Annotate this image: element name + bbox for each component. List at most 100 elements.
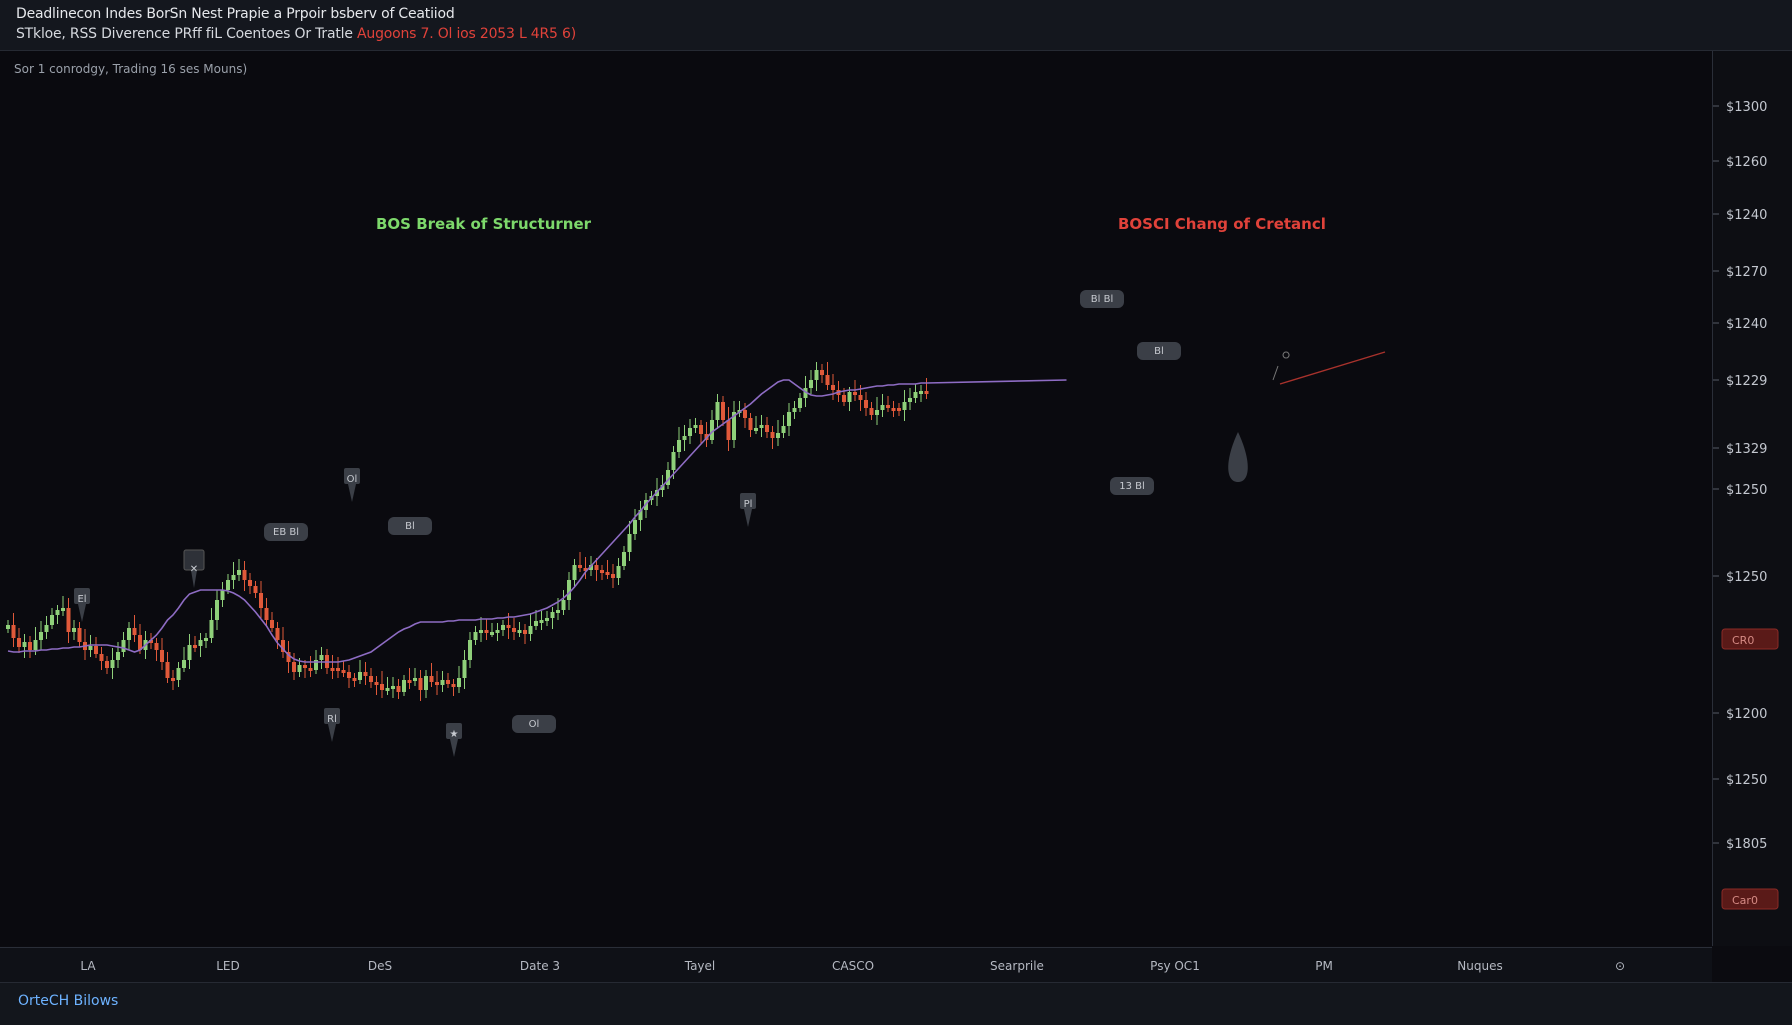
chart-marker-pin: ★ (446, 723, 462, 757)
candle-body (468, 640, 472, 660)
candle-body (726, 420, 731, 440)
choch-annotation: BOSCI Chang of Cretancl (1118, 215, 1326, 233)
price-axis-label: $1240 (1726, 317, 1767, 332)
candle-body (380, 684, 384, 690)
candle-body (831, 385, 835, 390)
candle-body (853, 392, 857, 395)
candle-body (908, 398, 912, 402)
time-axis-label: Psy OC1 (1150, 959, 1200, 973)
candle-body (677, 440, 681, 452)
candle-body (187, 645, 192, 660)
candle-body (517, 630, 522, 633)
candle-body (902, 402, 907, 410)
footer-link[interactable]: OrteCH Bilows (18, 993, 119, 1009)
candle-body (754, 428, 758, 431)
candle-body (242, 570, 247, 580)
marker-stem (191, 570, 197, 588)
candle-body (11, 625, 16, 638)
time-axis-label: Searprile (990, 959, 1044, 973)
candle-body (149, 640, 153, 643)
marker-label: EB Bl (273, 527, 299, 538)
candles (6, 362, 929, 701)
candle-body (413, 678, 417, 681)
marker-box (1110, 477, 1154, 495)
candle-body (886, 405, 890, 408)
marker-box (264, 523, 308, 541)
marker-box (512, 715, 556, 733)
time-axis-label: DeS (368, 959, 392, 973)
candle-body (116, 652, 120, 660)
candle-body (363, 672, 368, 676)
candle-body (446, 680, 450, 684)
chart-area[interactable] (0, 51, 1713, 946)
candle-body (88, 646, 93, 650)
candle-body (374, 682, 379, 685)
candle-body (589, 565, 593, 570)
candle-body (539, 620, 544, 623)
price-axis[interactable] (1713, 51, 1792, 946)
time-axis-label: PM (1315, 959, 1333, 973)
candle-body (622, 552, 626, 566)
candle-body (820, 370, 824, 375)
candle-body (556, 610, 560, 613)
candle-body (308, 668, 313, 671)
chart-marker-tag: Bl Bl (1080, 290, 1124, 308)
candle-body (39, 632, 43, 640)
candle-body (55, 610, 60, 615)
candle-body (94, 646, 98, 654)
marker-box (446, 723, 462, 739)
candle-body (231, 575, 236, 580)
time-axis[interactable] (0, 947, 1712, 982)
candle-body (358, 672, 362, 680)
candle-body (341, 670, 346, 673)
candle-body (633, 520, 637, 534)
candle-body (237, 570, 241, 575)
time-axis-label: LED (216, 959, 240, 973)
time-axis-label: Tayel (684, 959, 716, 973)
price-axis-label: $1250 (1726, 570, 1767, 585)
candle-body (165, 662, 170, 678)
candle-body (281, 640, 285, 652)
candle-body (105, 661, 109, 668)
candle-body (611, 574, 615, 578)
price-axis-label: $1805 (1726, 837, 1767, 852)
chart-marker-pin: Ol (344, 468, 360, 502)
candle-body (385, 688, 390, 691)
marker-stem (328, 724, 336, 742)
price-axis-label: $1329 (1726, 442, 1767, 457)
marker-box (740, 493, 756, 509)
candle-body (6, 625, 10, 629)
candle-body (512, 628, 516, 632)
price-axis-label: $1300 (1726, 100, 1767, 115)
price-tag-label: CR0 (1732, 634, 1754, 647)
candle-body (424, 676, 428, 690)
candle-body (127, 628, 131, 640)
candle-body (462, 660, 467, 678)
candle-body (171, 678, 175, 681)
candle-body (814, 370, 819, 380)
candle-body (809, 380, 813, 388)
price-tag-label: Car0 (1732, 894, 1758, 907)
candle-body (770, 432, 775, 438)
candle-body (336, 668, 340, 671)
candle-body (209, 620, 214, 638)
candle-body (457, 678, 461, 687)
candle-body (880, 405, 885, 410)
marker-label: Pl (744, 499, 753, 510)
candle-body (682, 436, 687, 440)
candle-body (215, 600, 219, 620)
candle-body (913, 392, 918, 398)
candle-body (567, 580, 571, 600)
candle-body (919, 391, 923, 394)
candle-body (110, 660, 115, 668)
chart-subtitle: STkloe, RSS Diverence PRff fiL Coentoes … (16, 26, 576, 42)
marker-stem (450, 739, 458, 757)
candle-body (869, 408, 874, 415)
candle-body (176, 668, 181, 680)
footer-bar: OrteCH Bilows (0, 982, 1792, 1025)
trend-line (1279, 351, 1386, 385)
candle-body (715, 402, 720, 420)
candle-body (583, 568, 588, 571)
marker-label: 13 Bl (1119, 481, 1145, 492)
price-axis-label: $1200 (1726, 707, 1767, 722)
